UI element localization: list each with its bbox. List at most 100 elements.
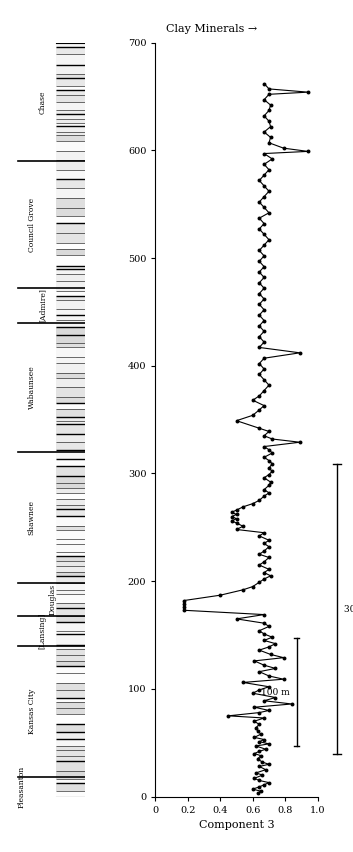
Point [229, 514, 234, 527]
Bar [56, 89, 85, 95]
Point [266, 104, 272, 118]
Point [250, 497, 256, 510]
Point [261, 216, 267, 230]
Point [240, 500, 246, 514]
Bar [56, 256, 85, 266]
Point [263, 742, 269, 756]
Point [261, 627, 267, 641]
Bar [56, 608, 85, 616]
Text: [Admire]: [Admire] [38, 289, 46, 322]
Bar [56, 616, 85, 622]
Point [240, 583, 246, 596]
Point [255, 752, 261, 766]
Point [261, 190, 267, 204]
Bar [56, 160, 85, 170]
Bar [56, 249, 85, 256]
Point [256, 244, 262, 257]
Bar [56, 499, 85, 505]
Text: [Lansing]: [Lansing] [38, 613, 46, 649]
Bar [56, 572, 85, 576]
Bar [56, 41, 85, 47]
Point [297, 346, 303, 360]
Point [250, 579, 256, 593]
Bar [56, 493, 85, 499]
Point [261, 335, 267, 348]
Bar [56, 708, 85, 714]
Point [266, 206, 272, 220]
Point [269, 446, 275, 460]
Bar [56, 673, 85, 682]
Point [256, 735, 262, 749]
Point [273, 691, 278, 705]
Point [240, 520, 246, 533]
Point [269, 457, 275, 470]
Point [253, 740, 259, 753]
Bar [56, 622, 85, 630]
Bar [56, 291, 85, 296]
Bar [56, 223, 85, 233]
Point [266, 468, 272, 481]
Point [261, 325, 267, 338]
Point [258, 728, 264, 741]
Bar [56, 556, 85, 561]
Point [266, 776, 272, 790]
Text: Shawnee: Shawnee [28, 500, 36, 535]
Text: Douglas: Douglas [49, 584, 57, 615]
Point [261, 489, 267, 503]
Point [252, 700, 257, 714]
Bar [56, 315, 85, 320]
Point [268, 569, 274, 583]
Point [256, 276, 262, 290]
Point [252, 654, 257, 668]
Point [229, 505, 234, 519]
Point [261, 239, 267, 252]
Bar [56, 198, 85, 209]
Point [266, 540, 272, 554]
Bar [56, 746, 85, 750]
Point [266, 454, 272, 468]
Bar [56, 682, 85, 690]
Point [261, 260, 267, 273]
Point [181, 597, 186, 611]
Bar [56, 73, 85, 78]
Point [261, 555, 267, 568]
Point [256, 548, 262, 561]
Text: Chase: Chase [38, 90, 46, 113]
Point [255, 786, 261, 800]
Bar [56, 483, 85, 488]
Point [261, 292, 267, 306]
Point [266, 136, 272, 150]
Bar [56, 516, 85, 526]
Point [289, 697, 294, 711]
Point [269, 153, 275, 166]
Point [226, 709, 231, 722]
Bar [56, 441, 85, 451]
Bar [56, 505, 85, 509]
Bar [56, 296, 85, 300]
Bar [56, 123, 85, 126]
Bar [56, 309, 85, 315]
Point [261, 281, 267, 295]
Bar [56, 141, 85, 151]
Bar [56, 280, 85, 291]
Point [261, 351, 267, 365]
Point [260, 756, 265, 769]
Bar [56, 78, 85, 86]
Bar [56, 114, 85, 118]
Bar [56, 300, 85, 309]
Bar [56, 649, 85, 655]
Point [266, 82, 272, 95]
Bar [56, 266, 85, 269]
Point [261, 711, 267, 725]
Point [261, 694, 267, 707]
Point [256, 780, 262, 794]
Bar [56, 417, 85, 421]
Point [256, 320, 262, 333]
Point [261, 362, 267, 376]
Text: Clay Minerals →: Clay Minerals → [166, 24, 257, 34]
Point [266, 619, 272, 633]
Point [261, 125, 267, 139]
Bar [56, 590, 85, 595]
Point [234, 516, 239, 530]
Bar [56, 357, 85, 363]
